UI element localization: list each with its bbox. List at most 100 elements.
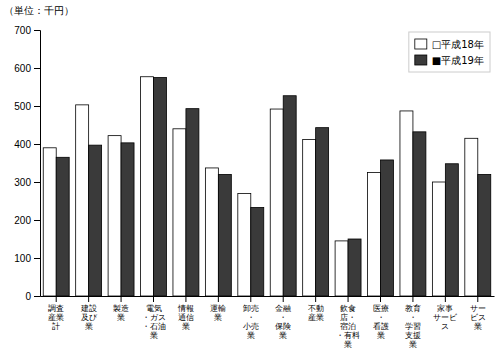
legend-frame: [409, 32, 490, 72]
x-tick-mark: [380, 296, 381, 302]
bar: [381, 160, 394, 296]
x-tick: 飲食店・宿泊・有料業: [336, 296, 360, 349]
x-tick-label: 電気・ガス・石油業: [142, 304, 166, 341]
x-tick-label-line: 小売: [243, 322, 259, 331]
x-tick: 不動産業: [308, 296, 324, 322]
x-tick: 調査産業計: [48, 296, 64, 331]
x-tick-label-line: 不動: [308, 304, 324, 313]
bar: [432, 182, 445, 296]
axis-line: [34, 31, 41, 297]
y-tick: 600: [14, 63, 40, 74]
bar: [154, 78, 167, 297]
bar: [445, 164, 458, 296]
x-tick: 建設及び業: [80, 296, 98, 331]
x-tick-label-line: 業: [150, 331, 158, 340]
x-tick-label: 卸売・小売業: [243, 304, 259, 341]
y-tick-mark: [34, 68, 40, 69]
y-tick-mark: [34, 258, 40, 259]
x-tick-label: 建設及び業: [80, 304, 98, 331]
x-tick-mark: [185, 296, 186, 302]
bar: [478, 174, 491, 296]
x-tick-label-line: 卸売: [243, 304, 259, 313]
y-tick-mark: [34, 30, 40, 31]
y-tick-mark: [34, 296, 40, 297]
bar: [121, 143, 134, 296]
y-tick: 700: [14, 25, 40, 36]
bar: [173, 129, 186, 296]
y-tick-label: 600: [14, 63, 31, 74]
y-tick-label: 100: [14, 253, 31, 264]
x-tick-label-line: 業: [214, 313, 222, 322]
x-tick: 電気・ガス・石油業: [142, 296, 166, 340]
x-tick-label-line: 看護: [373, 322, 389, 331]
bar: [218, 174, 231, 296]
x-tick-label-line: 業: [279, 331, 287, 340]
axis-line: [41, 296, 495, 297]
legend-swatch: [415, 55, 427, 65]
legend-label: □平成18年: [432, 39, 484, 50]
x-tick-label-line: 通信: [178, 313, 194, 322]
x-tick-label-line: ス: [441, 322, 449, 331]
bar: [283, 96, 296, 296]
x-tick-label-line: 医療: [373, 304, 389, 313]
legend-item: ■平成19年: [415, 55, 484, 66]
x-tick-mark: [477, 296, 478, 302]
bar: [238, 193, 251, 296]
x-tick: サービス業: [470, 296, 486, 331]
y-tick: 300: [14, 177, 40, 188]
x-tick-label-line: 教育: [405, 304, 421, 313]
y-tick-mark: [34, 220, 40, 221]
bar: [186, 109, 199, 296]
x-tick-mark: [283, 296, 284, 302]
x-tick-mark: [153, 296, 154, 302]
x-tick-label-line: 計: [52, 322, 60, 331]
x-tick-label-line: 支援: [405, 331, 421, 340]
y-axis-label: （単位：千円）: [4, 5, 74, 16]
y-tick-label: 0: [25, 291, 31, 302]
x-tick-label-line: 建設: [80, 304, 97, 313]
y-tick-label: 400: [14, 139, 31, 150]
x-tick-label-line: 金融: [275, 304, 291, 313]
y-tick-mark: [34, 144, 40, 145]
x-tick: 製造業: [113, 296, 129, 322]
x-tick-label: 家事サービス: [433, 304, 458, 331]
x-tick: 教育・学習支援業: [405, 296, 421, 349]
x-tick-label-line: ・有料: [336, 331, 360, 340]
x-tick-label-line: 保険: [275, 322, 291, 331]
x-tick-label: 金融・保険業: [275, 304, 291, 341]
x-tick: 運輸業: [210, 296, 226, 322]
series: [56, 78, 491, 297]
x-tick: 医療・看護業: [373, 296, 389, 340]
y-tick-label: 500: [14, 101, 31, 112]
legend: □平成18年 ■平成19年: [409, 32, 490, 72]
x-tick-label-line: ・石油: [142, 322, 166, 331]
x-tick-label-line: 宿泊: [340, 322, 356, 331]
plot: 0 100 200 300 400 500 600 700 調査産業計建設及び業製造業電気・ガス…: [14, 25, 494, 350]
x-tick-mark: [88, 296, 89, 302]
y-tick: 400: [14, 139, 40, 150]
y-tick: 200: [14, 215, 40, 226]
x-tick: 金融・保険業: [275, 296, 291, 340]
x-tick-mark: [315, 296, 316, 302]
bar: [141, 77, 154, 296]
x-tick-label: 不動産業: [308, 304, 324, 322]
bar: [465, 138, 478, 296]
x-tick-label-line: 業: [247, 331, 255, 340]
x-tick-label-line: 業: [182, 322, 190, 331]
y-tick: 0: [25, 291, 40, 302]
x-tick-label-line: 飲食: [340, 304, 356, 313]
bar: [348, 239, 361, 296]
x-tick: 家事サービス: [433, 296, 458, 331]
x-tick-label-line: 産業: [308, 313, 324, 322]
x-tick: 情報通信業: [177, 296, 194, 331]
x-tick-label-line: ビス: [470, 313, 486, 322]
x-tick-label: 調査産業計: [48, 304, 64, 331]
x-axis: 調査産業計建設及び業製造業電気・ガス・石油業情報通信業運輸業卸売・小売業金融・保…: [41, 296, 495, 349]
x-tick-label: 教育・学習支援業: [405, 304, 421, 350]
legend-swatch: [415, 39, 427, 49]
bar: [316, 128, 329, 296]
x-tick-label-line: 産業: [48, 313, 64, 322]
x-tick-label-line: ・: [377, 313, 385, 322]
x-tick-mark: [121, 296, 122, 302]
x-tick-label-line: サービ: [433, 313, 458, 322]
